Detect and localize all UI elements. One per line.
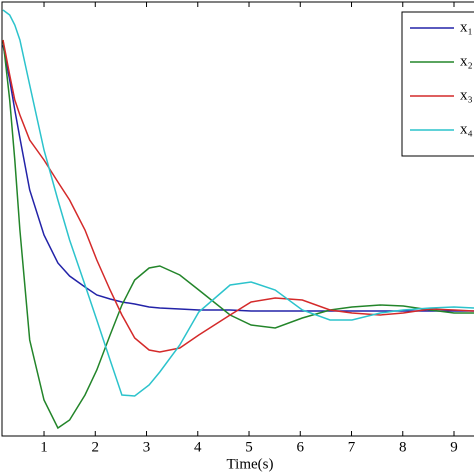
x-tick-label: 9 xyxy=(450,439,458,455)
series-line xyxy=(2,9,474,397)
series-line xyxy=(2,39,474,353)
series-line xyxy=(2,39,474,430)
plot-frame xyxy=(1,1,474,437)
legend-box xyxy=(401,11,474,157)
x-tick-label: 2 xyxy=(92,439,100,455)
x-tick-label: 5 xyxy=(245,439,253,455)
legend-label: x₂ xyxy=(460,53,473,69)
x-tick-label: 8 xyxy=(399,439,407,455)
x-tick-label: 3 xyxy=(143,439,151,455)
x-tick-label: 7 xyxy=(348,439,356,455)
legend-label: x₁ xyxy=(460,19,473,35)
series-line xyxy=(2,44,474,312)
x-tick-label: 4 xyxy=(194,439,202,455)
legend-label: x₄ xyxy=(460,121,473,137)
x-axis-label: Time(s) xyxy=(227,456,274,472)
x-tick-label: 6 xyxy=(297,439,305,455)
x-tick-label: 1 xyxy=(40,439,48,455)
legend-label: x₃ xyxy=(460,87,473,103)
